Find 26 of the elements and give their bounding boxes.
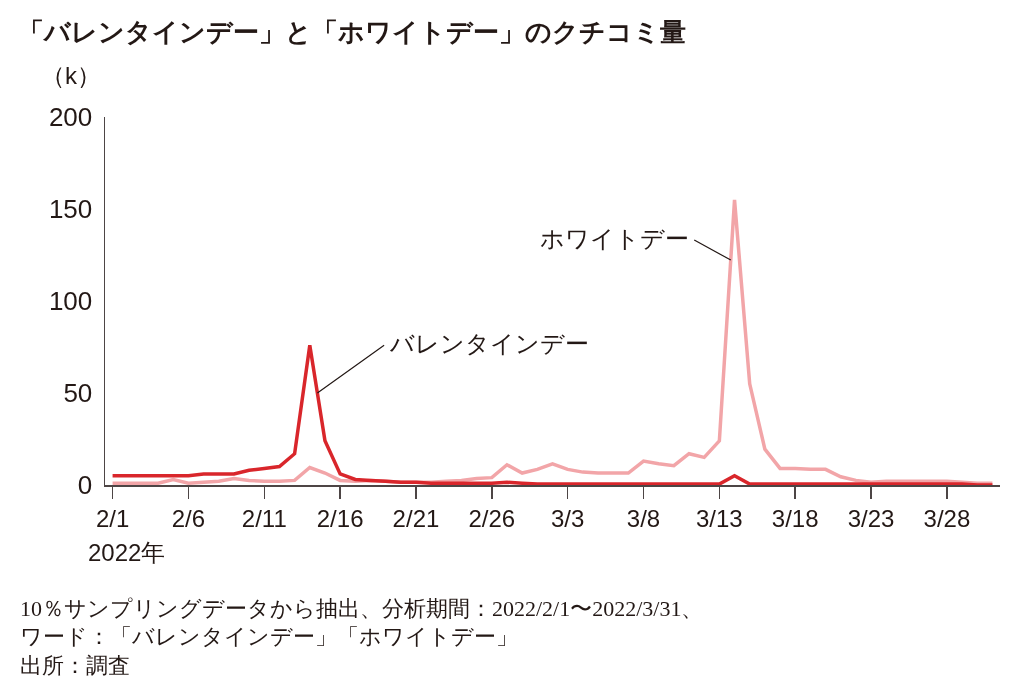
x-tick-label: 2/6 <box>171 505 206 533</box>
x-tick-label: 3/18 <box>771 505 819 533</box>
x-tick-label: 2/1 <box>95 505 130 533</box>
x-tick-label: 3/23 <box>847 505 895 533</box>
x-tick-label: 2/26 <box>468 505 516 533</box>
y-tick-label: 50 <box>63 378 93 409</box>
y-tick-label: 150 <box>48 194 93 225</box>
y-tick-label: 100 <box>48 286 93 317</box>
x-tick-label: 3/28 <box>923 505 971 533</box>
text: 出所：調査 <box>20 653 130 678</box>
x-tick-label: 2/11 <box>241 505 287 533</box>
chart-title: 「バレンタインデー」と「ホワイトデー」のクチコミ量 <box>18 17 686 48</box>
y-tick-label: 200 <box>48 102 93 133</box>
text: バレンタインデー <box>389 330 589 357</box>
y-axis-title: （k） <box>41 62 101 89</box>
x-axis-title: 2022年 <box>88 539 166 566</box>
x-tick-label: 3/8 <box>626 505 661 533</box>
text: ワード：「バレンタインデー」「ホワイトデー」 <box>20 624 518 649</box>
y-tick-label: 0 <box>77 470 93 501</box>
series-label: ホワイトデー <box>540 225 689 252</box>
x-tick-label: 2/21 <box>392 505 440 533</box>
x-tick-label: 2/16 <box>316 505 364 533</box>
line-series <box>110 198 995 485</box>
text: 10％サンプリングデータから抽出、分析期間：2022/2/1〜2022/3/31、 <box>20 596 704 621</box>
x-tick-label: 3/13 <box>696 505 743 533</box>
x-tick-label: 3/3 <box>550 505 585 533</box>
